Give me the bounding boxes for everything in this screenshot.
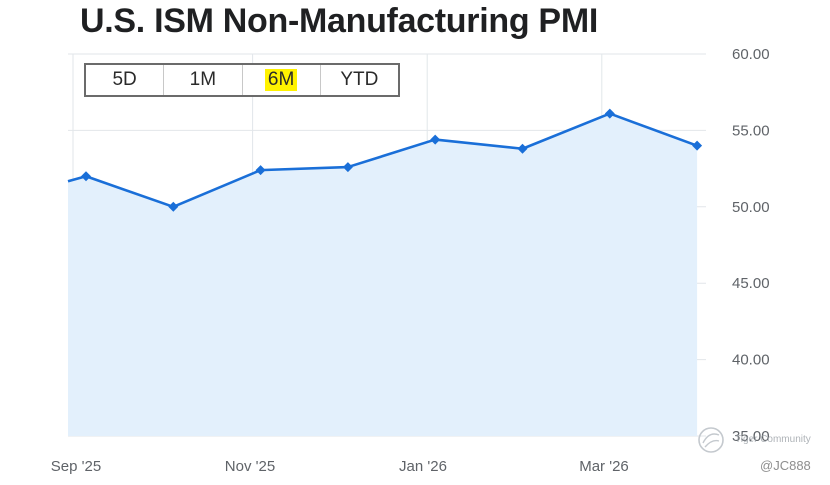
- tiger-logo-icon: [698, 427, 724, 453]
- range-button-1m[interactable]: 1M: [164, 65, 243, 95]
- range-button-ytd[interactable]: YTD: [321, 65, 398, 95]
- data-point-marker: [168, 201, 179, 212]
- data-markers: [81, 108, 703, 212]
- x-tick-label: Jan '26: [399, 458, 447, 475]
- range-label: YTD: [340, 69, 379, 90]
- data-point-marker: [517, 143, 528, 154]
- x-tick-label: Sep '25: [51, 458, 101, 475]
- data-point-marker: [604, 108, 615, 119]
- y-tick-label: 35.00: [732, 428, 770, 445]
- y-tick-label: 40.00: [732, 352, 770, 369]
- y-tick-label: 60.00: [732, 46, 770, 63]
- x-tick-label: Nov '25: [225, 458, 275, 475]
- data-point-marker: [81, 171, 91, 182]
- x-axis-ticks: Sep '25 Nov '25 Jan '26 Mar '26: [51, 458, 629, 475]
- data-point-marker: [255, 165, 266, 176]
- range-button-6m[interactable]: 6M: [243, 65, 321, 95]
- chart-title: U.S. ISM Non-Manufacturing PMI: [80, 2, 598, 40]
- y-tick-label: 50.00: [732, 199, 770, 216]
- area-fill-path: [68, 113, 698, 436]
- range-selector: 5D 1M 6M YTD: [84, 63, 400, 97]
- x-tick-label: Mar '26: [579, 458, 629, 475]
- y-tick-label: 45.00: [732, 275, 770, 292]
- y-tick-label: 55.00: [732, 122, 770, 139]
- data-point-marker: [342, 162, 353, 173]
- data-point-marker: [430, 134, 441, 145]
- y-axis-ticks: 60.00 55.00 50.00 45.00 40.00 35.00: [732, 46, 770, 445]
- area-fill: [68, 113, 698, 436]
- watermark-handle: @JC888: [760, 458, 811, 473]
- range-button-5d[interactable]: 5D: [86, 65, 165, 95]
- watermark-text: Tiger Community: [735, 434, 811, 445]
- range-label: 5D: [112, 69, 137, 90]
- range-label-selected: 6M: [264, 69, 298, 91]
- data-point-marker: [692, 140, 703, 151]
- range-label: 1M: [189, 69, 217, 90]
